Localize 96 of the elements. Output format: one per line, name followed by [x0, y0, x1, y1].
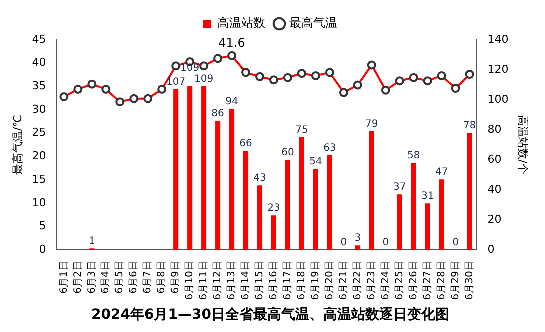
bar [174, 90, 179, 250]
bar [257, 186, 263, 250]
y2-tick-label: 0 [488, 242, 495, 256]
x-tick-label: 6月2日 [72, 261, 84, 294]
data-label: 58 [407, 150, 420, 162]
x-tick-label: 6月1日 [58, 261, 70, 294]
y-tick-label: 30 [32, 102, 46, 116]
y2-tick-label: 40 [488, 182, 502, 196]
data-label: 94 [226, 96, 238, 108]
bar [425, 204, 430, 250]
y-tick-label: 25 [32, 126, 46, 140]
bar [397, 194, 402, 250]
x-tick-label: 6月26日 [408, 261, 420, 300]
bar [188, 86, 193, 250]
y-tick-label: 35 [32, 80, 46, 93]
y-tick-label: 5 [39, 220, 46, 233]
x-tick-label: 6月16日 [268, 261, 280, 300]
data-label: 66 [240, 138, 252, 150]
data-label: 60 [282, 148, 294, 159]
data-label: 47 [435, 167, 448, 178]
y2-tick-label: 80 [488, 122, 502, 136]
x-tick-label: 6月11日 [198, 261, 210, 300]
x-tick-label: 6月24日 [380, 261, 392, 300]
legend-label: 高温站数 [218, 16, 266, 30]
x-tick-label: 6月22日 [352, 261, 364, 300]
x-tick-label: 6月18日 [296, 261, 308, 300]
data-label: 0 [452, 238, 460, 249]
x-tick-label: 6月17日 [282, 261, 294, 300]
data-label: 79 [366, 119, 378, 130]
x-tick-label: 6月21日 [338, 261, 350, 300]
data-label: 63 [324, 143, 336, 154]
data-label: 43 [254, 173, 266, 184]
bar [355, 246, 360, 250]
bar [467, 133, 472, 250]
data-label: 0 [340, 238, 348, 249]
x-tick-label: 6月12日 [212, 261, 224, 300]
y-tick-label: 10 [32, 196, 46, 210]
y-tick-label: 0 [39, 242, 46, 256]
bar [202, 86, 207, 250]
data-label: 109 [180, 63, 200, 74]
y2-tick-label: 120 [488, 62, 509, 76]
data-label: 78 [463, 120, 476, 132]
x-tick-label: 6月30日 [464, 261, 476, 300]
bar [216, 121, 221, 250]
y2-tick-label: 20 [488, 212, 502, 226]
x-tick-label: 6月9日 [170, 261, 182, 294]
data-label: 23 [268, 203, 280, 214]
data-label: 31 [421, 191, 434, 202]
data-label: 3 [354, 233, 362, 244]
x-tick-label: 6月15日 [254, 261, 266, 300]
bar [230, 109, 235, 250]
text: 2024年6月1—30日全省最高气温、高温站数逐日变化图 [92, 306, 450, 324]
data-label: 54 [310, 156, 322, 168]
x-tick-label: 6月4日 [100, 261, 112, 294]
x-tick-label: 6月29日 [450, 261, 462, 300]
y2-tick-label: 60 [488, 152, 502, 166]
y2-axis-title: 高温站数/个 [516, 116, 530, 174]
y2-tick-label: 100 [488, 92, 509, 106]
y2-tick-label: 140 [488, 32, 509, 46]
y-tick-label: 20 [32, 150, 46, 163]
x-tick-label: 6月23日 [366, 261, 378, 300]
x-tick-label: 6月10日 [184, 261, 196, 300]
bar [285, 160, 290, 250]
x-tick-label: 6月25日 [394, 261, 406, 300]
x-tick-label: 6月6日 [128, 261, 140, 294]
x-tick-label: 6月14日 [240, 261, 252, 300]
data-label: 86 [212, 108, 224, 120]
bar [313, 169, 318, 250]
x-tick-label: 6月20日 [324, 261, 336, 300]
data-label: 41.6 [218, 36, 246, 50]
bar [411, 163, 416, 250]
data-label: 0 [382, 238, 390, 249]
x-tick-label: 6月19日 [310, 261, 322, 300]
data-label: 107 [166, 77, 186, 88]
bar [327, 156, 332, 250]
data-label: 75 [296, 125, 308, 136]
bar [439, 180, 444, 250]
bar [244, 151, 249, 250]
x-tick-label: 6月8日 [156, 261, 168, 294]
x-tick-label: 6月13日 [226, 261, 238, 300]
x-tick-label: 6月7日 [142, 261, 154, 294]
y-axis-title: 最高气温/℃ [11, 115, 24, 176]
data-label: 1 [88, 236, 96, 248]
legend-label: 最高气温 [290, 16, 338, 30]
x-tick-label: 6月3日 [86, 261, 98, 294]
data-label: 109 [194, 74, 214, 86]
y-tick-label: 45 [32, 32, 46, 46]
y-tick-label: 15 [32, 172, 46, 186]
y-tick-label: 40 [32, 56, 46, 70]
x-tick-label: 6月28日 [436, 261, 448, 300]
x-tick-label: 6月5日 [114, 261, 126, 294]
bar [369, 132, 374, 250]
bar [271, 216, 277, 250]
x-tick-label: 6月27日 [422, 261, 434, 300]
bar [299, 138, 304, 250]
data-label: 37 [394, 182, 406, 194]
